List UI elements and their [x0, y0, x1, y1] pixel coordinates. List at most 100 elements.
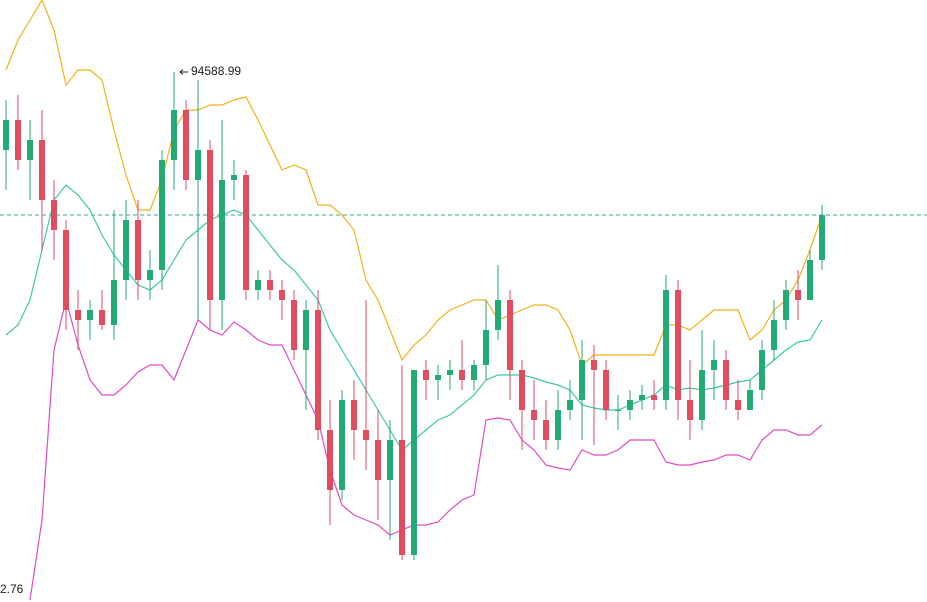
candle [291, 290, 297, 360]
candle [375, 410, 381, 520]
candle-body [387, 440, 393, 480]
candle [807, 250, 813, 300]
candle-body [495, 300, 501, 330]
candle [699, 330, 705, 430]
candle [267, 270, 273, 300]
candle-body [339, 400, 345, 490]
candle-body [435, 375, 441, 380]
candle [735, 380, 741, 420]
candle [723, 350, 729, 410]
candle-body [423, 370, 429, 380]
candle [27, 120, 33, 200]
candle [555, 390, 561, 450]
candle-body [651, 395, 657, 400]
candle-body [171, 110, 177, 160]
candles [3, 72, 825, 560]
candle-body [543, 420, 549, 440]
candle-body [483, 330, 489, 365]
candle [279, 280, 285, 320]
candle-body [159, 160, 165, 270]
candle-body [459, 370, 465, 380]
candle [495, 265, 501, 340]
candle-body [819, 215, 825, 260]
candle-body [519, 370, 525, 410]
candle [651, 380, 657, 410]
candle-body [303, 310, 309, 350]
candle [339, 390, 345, 500]
candle [363, 300, 369, 470]
candle [687, 360, 693, 440]
candle [51, 180, 57, 260]
candle [231, 160, 237, 200]
candle-body [783, 290, 789, 320]
candle [39, 110, 45, 250]
candle [75, 290, 81, 350]
candle [543, 400, 549, 450]
candle-body [327, 430, 333, 490]
candle-body [531, 410, 537, 420]
candle-body [87, 310, 93, 320]
candle-body [699, 370, 705, 420]
candle [159, 150, 165, 290]
candle-body [255, 280, 261, 290]
candle-body [639, 395, 645, 400]
candle-body [759, 350, 765, 390]
candle [579, 340, 585, 440]
candle-body [615, 410, 621, 411]
candle-body [183, 110, 189, 180]
candle [795, 270, 801, 320]
candle [195, 80, 201, 320]
candle-body [735, 400, 741, 410]
candle [63, 220, 69, 330]
candle [183, 100, 189, 190]
candle-body [207, 150, 213, 300]
candle [639, 385, 645, 410]
candle-body [471, 365, 477, 380]
max-annotation: 94588.99 [179, 64, 241, 78]
candle [591, 345, 597, 445]
candle [315, 290, 321, 440]
candle [207, 140, 213, 330]
candle [663, 275, 669, 410]
candle-body [375, 440, 381, 480]
low-label: 2.76 [0, 582, 24, 596]
candle-body [555, 410, 561, 440]
candle [387, 420, 393, 540]
candle-body [147, 270, 153, 280]
candle-body [807, 260, 813, 300]
candle [15, 95, 21, 170]
candle-body [507, 300, 513, 370]
candle-body [603, 370, 609, 410]
candle [747, 380, 753, 410]
candle [507, 290, 513, 400]
candle [447, 360, 453, 390]
candle-body [711, 360, 717, 370]
candle-body [3, 120, 9, 150]
candle-body [291, 300, 297, 350]
candle-body [51, 200, 57, 230]
candle-body [399, 440, 405, 555]
candle [627, 390, 633, 420]
candle-body [111, 280, 117, 325]
candle [3, 100, 9, 190]
candle-body [279, 290, 285, 300]
max-label: 94588.99 [191, 64, 241, 78]
candle [135, 200, 141, 300]
candle [771, 300, 777, 360]
candle [111, 210, 117, 340]
band-line [29, 299, 823, 601]
candle [147, 250, 153, 300]
candle-body [195, 150, 201, 180]
candle [87, 300, 93, 340]
candle [255, 270, 261, 300]
candle [399, 365, 405, 560]
candle [471, 360, 477, 390]
candle [483, 300, 489, 380]
candle-body [675, 290, 681, 400]
candle [411, 370, 417, 560]
candle [519, 360, 525, 450]
candle-body [411, 370, 417, 555]
candle-body [315, 310, 321, 430]
candle [783, 280, 789, 330]
candle [243, 170, 249, 300]
